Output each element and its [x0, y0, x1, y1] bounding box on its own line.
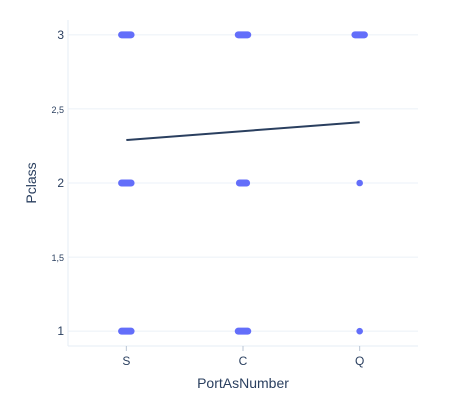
y-tick-label: 3 [57, 28, 64, 42]
data-point [356, 179, 363, 187]
data-point-cluster [118, 327, 135, 335]
y-tick-label: 2 [57, 176, 64, 190]
x-axis-title: PortAsNumber [197, 375, 289, 391]
data-point-cluster [118, 31, 135, 39]
axes [67, 20, 418, 351]
data-point-cluster [235, 179, 251, 187]
y-tick-label: 2,5 [51, 105, 64, 115]
data-points [118, 31, 368, 335]
trend-line-group [126, 121, 360, 142]
tick-labels: 1 1,5 2 2,5 3 S C Q [51, 28, 364, 368]
y-tick-label: 1 [57, 324, 64, 338]
x-tick-label: Q [355, 354, 364, 368]
data-point-cluster [351, 31, 368, 39]
data-point-cluster [118, 179, 135, 187]
data-point-cluster [234, 327, 252, 335]
trend-line [126, 121, 360, 142]
y-axis-title: Pclass [23, 162, 39, 203]
x-tick-label: C [239, 354, 248, 368]
data-point-cluster [234, 31, 252, 39]
data-point [356, 327, 363, 335]
y-tick-label: 1,5 [51, 253, 64, 263]
x-tick-label: S [122, 354, 130, 368]
